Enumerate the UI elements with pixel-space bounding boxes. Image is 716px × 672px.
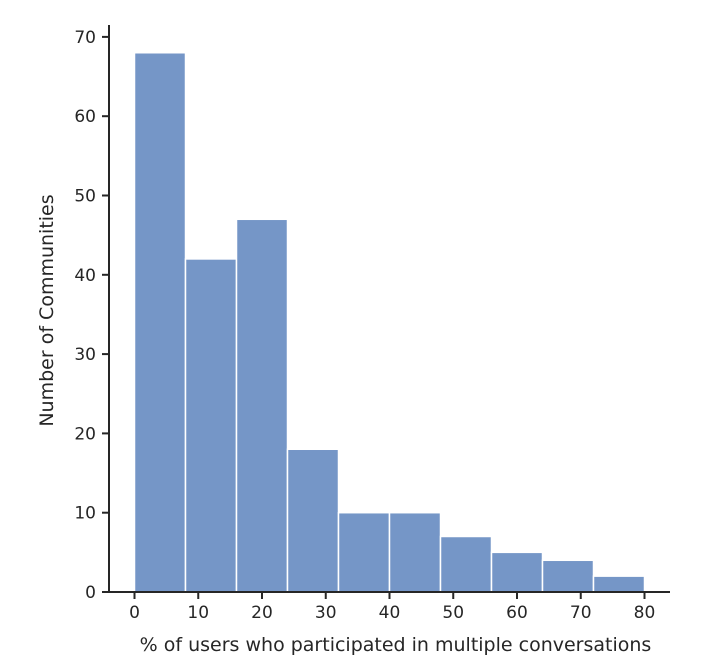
y-tick-label: 60 [74, 107, 96, 127]
x-tick-label: 30 [315, 603, 337, 623]
y-tick-label: 0 [85, 583, 96, 603]
x-tick-label: 60 [506, 603, 528, 623]
x-tick-label: 40 [379, 603, 401, 623]
bars-group [133, 52, 646, 593]
x-tick-label: 70 [570, 603, 592, 623]
x-tick-label: 80 [634, 603, 656, 623]
y-tick-label: 70 [74, 28, 96, 48]
x-tick-label: 20 [251, 603, 273, 623]
y-tick-label: 30 [74, 345, 96, 365]
histogram-bar-9 [541, 559, 595, 593]
y-tick-label: 10 [74, 504, 96, 524]
x-tick-label: 50 [442, 603, 464, 623]
y-tick-label: 20 [74, 424, 96, 444]
y-tick-label: 40 [74, 266, 96, 286]
x-axis-ticks: 0 10 20 30 40 50 60 70 80 [129, 592, 655, 623]
y-axis-ticks: 0 10 20 30 40 50 60 70 [74, 28, 109, 603]
histogram-bar-4 [286, 448, 340, 593]
histogram-bar-2 [184, 258, 238, 593]
histogram-bar-7 [439, 535, 493, 593]
histogram-bar-3 [235, 218, 289, 593]
y-axis-title: Number of Communities [36, 194, 58, 426]
x-tick-label: 10 [187, 603, 209, 623]
histogram-bar-5 [337, 511, 391, 593]
x-tick-label: 0 [129, 603, 140, 623]
histogram-bar-8 [490, 551, 544, 593]
histogram-bar-6 [388, 511, 442, 593]
histogram-bar-1 [133, 52, 187, 593]
x-axis-title: % of users who participated in multiple … [140, 634, 652, 656]
histogram-bar-10 [592, 575, 646, 593]
y-tick-label: 50 [74, 186, 96, 206]
